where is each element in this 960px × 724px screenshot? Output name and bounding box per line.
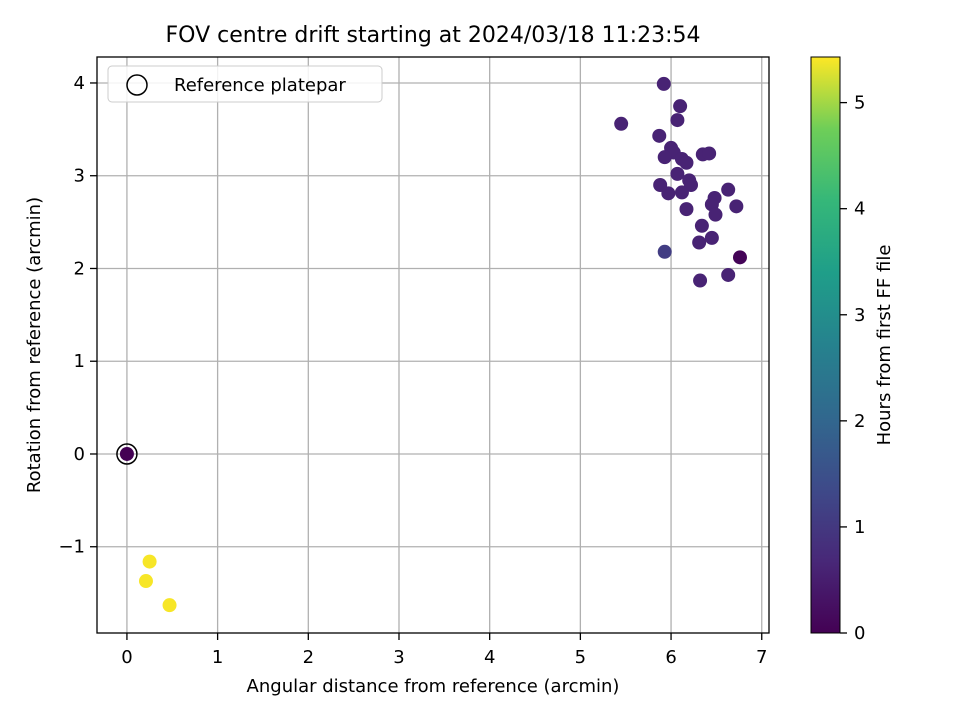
data-point bbox=[614, 116, 629, 131]
colorbar-tick-label: 5 bbox=[854, 93, 865, 114]
x-tick-label: 6 bbox=[665, 647, 676, 668]
grid-lines bbox=[97, 57, 769, 633]
data-points bbox=[116, 76, 747, 613]
data-point bbox=[694, 218, 709, 233]
data-point bbox=[652, 128, 667, 143]
data-point bbox=[657, 150, 672, 165]
data-point bbox=[670, 113, 685, 128]
plot-frame bbox=[96, 56, 770, 634]
data-point bbox=[162, 598, 177, 613]
data-point bbox=[673, 99, 688, 114]
legend-box bbox=[107, 65, 383, 103]
data-point bbox=[721, 267, 736, 282]
colorbar-tick-label: 2 bbox=[854, 411, 865, 432]
data-point bbox=[142, 554, 157, 569]
data-point bbox=[708, 207, 723, 222]
data-point bbox=[692, 235, 707, 250]
y-tick-label: 2 bbox=[74, 258, 85, 279]
y-tick-label: 0 bbox=[74, 444, 85, 465]
colorbar-tick-label: 1 bbox=[854, 517, 865, 538]
x-tick-label: 1 bbox=[212, 647, 223, 668]
legend-label: Reference platepar bbox=[174, 75, 346, 96]
data-point bbox=[138, 574, 153, 589]
chart-title: FOV centre drift starting at 2024/03/18 … bbox=[166, 23, 701, 48]
x-tick-label: 3 bbox=[393, 647, 404, 668]
data-point bbox=[732, 250, 747, 265]
y-tick-label: −1 bbox=[58, 537, 85, 558]
reference-platepar-marker bbox=[116, 443, 138, 465]
colorbar-ticks: 0 1 2 3 4 5 bbox=[840, 93, 865, 644]
data-point bbox=[674, 185, 689, 200]
y-axis-label: Rotation from reference (arcmin) bbox=[24, 197, 45, 493]
colorbar-tick-label: 0 bbox=[854, 623, 865, 644]
x-tick-label: 4 bbox=[484, 647, 495, 668]
y-tick-label: 1 bbox=[74, 351, 85, 372]
data-point bbox=[657, 244, 672, 259]
data-point bbox=[729, 199, 744, 214]
data-point bbox=[656, 76, 671, 91]
data-point bbox=[702, 146, 717, 161]
x-tick-label: 2 bbox=[303, 647, 314, 668]
x-tick-label: 5 bbox=[575, 647, 586, 668]
y-tick-label: 3 bbox=[74, 166, 85, 187]
data-point bbox=[670, 166, 685, 181]
colorbar-tick-label: 3 bbox=[854, 305, 865, 326]
x-axis-label: Angular distance from reference (arcmin) bbox=[247, 676, 620, 697]
legend-marker-icon bbox=[126, 74, 148, 96]
data-point bbox=[661, 186, 676, 201]
data-point bbox=[679, 202, 694, 217]
axis-ticks: 0 1 2 3 4 5 6 7 −1 0 1 2 3 4 bbox=[58, 73, 767, 668]
data-point bbox=[704, 230, 719, 245]
colorbar-label: Hours from first FF file bbox=[874, 245, 895, 446]
data-point bbox=[693, 273, 708, 288]
y-tick-label: 4 bbox=[74, 73, 85, 94]
data-point bbox=[679, 155, 694, 170]
colorbar bbox=[810, 56, 841, 634]
x-tick-label: 0 bbox=[121, 647, 132, 668]
data-point bbox=[721, 182, 736, 197]
colorbar-tick-label: 4 bbox=[854, 199, 865, 220]
x-tick-label: 7 bbox=[756, 647, 767, 668]
data-point bbox=[119, 446, 134, 461]
legend: Reference platepar bbox=[107, 65, 383, 103]
